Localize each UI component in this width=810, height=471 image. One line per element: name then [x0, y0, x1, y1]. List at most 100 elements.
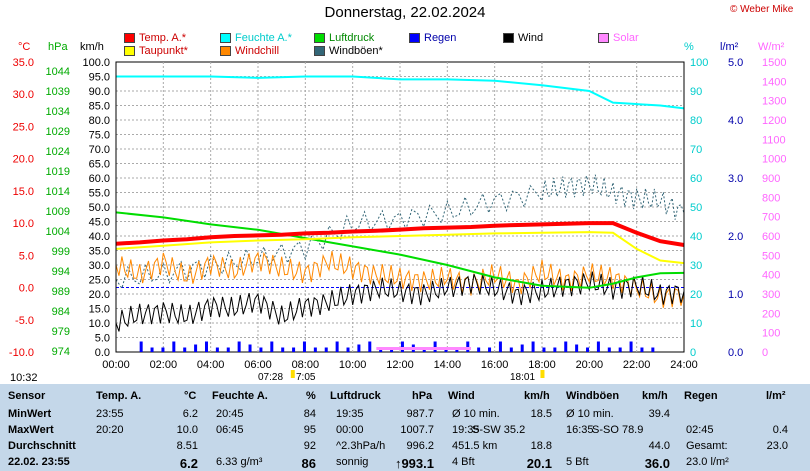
rain-tick-label: 3.0	[728, 173, 743, 185]
time-tick-label: 18:00	[528, 359, 556, 371]
pressure-tick-label: 1044	[46, 66, 70, 78]
wind-tick-label: 35.0	[89, 246, 110, 258]
stat-header-wind: Wind	[448, 390, 475, 402]
stat-cell-hum_v: 86	[301, 456, 316, 471]
sunrise-marker	[290, 370, 295, 378]
stat-cell-press_t: ^2.3hPa/h	[336, 440, 386, 452]
rain-bar	[477, 347, 481, 352]
stat-cell-temp_v: 6.2	[179, 456, 198, 471]
solar-tick-label: 1500	[762, 57, 786, 69]
temp-tick-label: 35.0	[13, 57, 34, 69]
time-tick-label: 24:00	[670, 359, 698, 371]
legend-label: Windchill	[235, 45, 280, 57]
wind-tick-label: 100.0	[82, 57, 110, 69]
stat-cell-gust_t: 16:35	[566, 424, 594, 436]
stat-cell-wind_m: S-SW 35.2	[472, 424, 526, 436]
humidity-tick-label: 0	[690, 347, 696, 359]
time-tick-label: 22:00	[623, 359, 651, 371]
legend-label: Temp. A.*	[139, 32, 187, 44]
legend-label: Luftdruck	[329, 32, 375, 44]
rain-bar	[183, 347, 187, 352]
legend-label: Feuchte A.*	[235, 32, 292, 44]
wind-axis-header: km/h	[80, 41, 104, 53]
wind-tick-label: 90.0	[89, 86, 110, 98]
rain-bar	[226, 347, 230, 352]
pressure-tick-label: 1029	[46, 126, 70, 138]
stat-cell-hum_t: 20:45	[216, 408, 244, 420]
rain-bar	[204, 341, 208, 352]
solar-tick-label: 1000	[762, 154, 786, 166]
sunset-label: 18:01	[510, 372, 536, 383]
temp-tick-label: 25.0	[13, 121, 34, 133]
solar-tick-label: 200	[762, 308, 780, 320]
rain-bar	[575, 344, 579, 352]
legend-label: Regen	[424, 32, 457, 44]
stat-header-temp: Temp. A.	[96, 390, 142, 402]
stat-header-rain-unit: l/m²	[766, 390, 786, 402]
rain-bar	[509, 347, 513, 352]
rain-bar	[237, 341, 241, 352]
rain-bar	[498, 341, 502, 352]
humidity-tick-label: 50	[690, 202, 702, 214]
pressure-tick-label: 1034	[46, 106, 70, 118]
humidity-tick-label: 10	[690, 318, 702, 330]
copyright-label[interactable]: © Weber Mike	[730, 4, 794, 15]
humidity-tick-label: 20	[690, 289, 702, 301]
time-tick-label: 08:00	[292, 359, 320, 371]
pressure-tick-label: 1039	[46, 86, 70, 98]
rain-bar	[313, 347, 317, 352]
rain-bar	[150, 347, 154, 352]
legend-solar: Solar	[598, 32, 639, 44]
time-tick-label: 10:00	[339, 359, 367, 371]
wind-tick-label: 15.0	[89, 304, 110, 316]
stat-header-press-unit: hPa	[412, 390, 433, 402]
solar-tick-label: 300	[762, 289, 780, 301]
solar-tick-label: 1300	[762, 96, 786, 108]
rain-axis-header: l/m²	[720, 41, 739, 53]
wind-tick-label: 50.0	[89, 202, 110, 214]
rain-bar	[270, 341, 274, 352]
time-tick-label: 00:00	[102, 359, 130, 371]
rain-bar	[292, 347, 296, 352]
rain-bar	[161, 347, 165, 352]
solar-tick-label: 700	[762, 212, 780, 224]
stat-cell-wind_t: 19:35	[452, 424, 480, 436]
pressure-tick-label: 974	[52, 346, 70, 358]
stat-header-wind-unit: km/h	[524, 390, 550, 402]
stat-cell-press_t: 19:35	[336, 408, 364, 420]
stat-cell-gust_v: 36.0	[644, 456, 670, 471]
stat-cell-wind_t: 451.5 km	[452, 440, 498, 452]
legend-rain: Regen	[409, 32, 456, 44]
rain-bar	[488, 347, 492, 352]
rain-tick-label: 4.0	[728, 115, 743, 127]
rain-bar	[302, 341, 306, 352]
stat-cell-label: Durchschnitt	[8, 440, 76, 452]
rain-bar	[586, 347, 590, 352]
humidity-tick-label: 100	[690, 57, 708, 69]
time-tick-label: 06:00	[244, 359, 272, 371]
stat-cell-hum_v: 95	[303, 424, 316, 436]
stat-cell-rain_v: 0.4	[772, 424, 788, 436]
legend-windchill: Windchill	[220, 45, 279, 57]
rain-bar	[542, 347, 546, 352]
stat-cell-gust_t: 5 Bft	[566, 456, 589, 468]
wind-tick-label: 25.0	[89, 275, 110, 287]
stat-cell-temp_v: 6.2	[182, 408, 198, 420]
solar-tick-label: 900	[762, 173, 780, 185]
stat-cell-gust_v: 44.0	[648, 440, 670, 452]
rain-bar	[596, 341, 600, 352]
stat-cell-hum_v: 84	[303, 408, 316, 420]
rain-bar	[215, 347, 219, 352]
stat-cell-label: MaxWert	[8, 424, 54, 436]
solar-tick-label: 400	[762, 270, 780, 282]
legend-swatch	[409, 33, 420, 43]
stat-cell-wind_v: 18.8	[530, 440, 552, 452]
time-tick-label: 04:00	[197, 359, 225, 371]
legend-swatch	[598, 33, 609, 43]
stat-cell-press_v: 1007.7	[400, 424, 434, 436]
legend-wind: Wind	[503, 32, 543, 44]
windchill-line	[115, 251, 685, 308]
rain-bar	[553, 347, 557, 352]
pressure-tick-label: 999	[52, 246, 70, 258]
legend-humidity: Feuchte A.*	[220, 32, 292, 44]
